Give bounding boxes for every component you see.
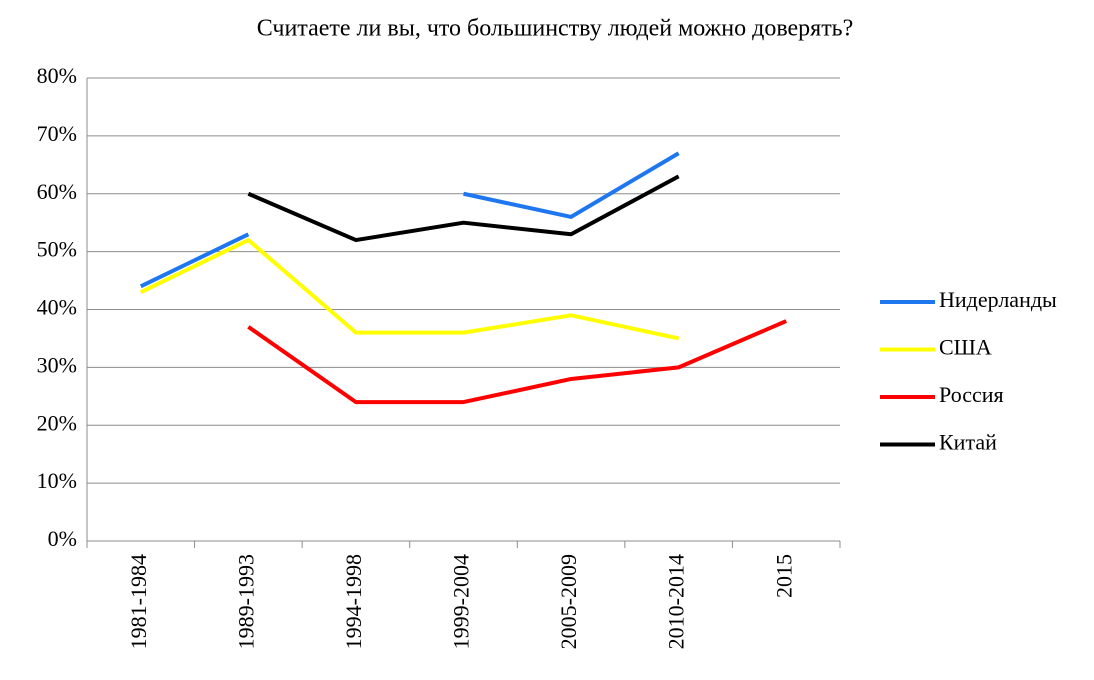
x-tick-label: 2010-2014: [664, 554, 689, 649]
series-line: [247, 174, 680, 243]
y-tick-label: 70%: [37, 121, 77, 146]
x-tick-label: 1981-1984: [126, 554, 151, 649]
y-tick-label: 50%: [37, 237, 77, 262]
legend-label: Нидерланды: [939, 287, 1057, 312]
series-line: [139, 151, 680, 289]
y-tick-label: 20%: [37, 410, 77, 435]
x-tick-label: 1994-1998: [341, 554, 366, 649]
x-tick-label: 2005-2009: [556, 554, 581, 649]
y-tick-label: 30%: [37, 352, 77, 377]
series-line: [247, 319, 788, 405]
y-tick-label: 10%: [37, 468, 77, 493]
chart-title: Считаете ли вы, что большинству людей мо…: [257, 16, 854, 42]
series-line: [139, 238, 680, 341]
y-tick-label: 40%: [37, 295, 77, 320]
y-tick-label: 60%: [37, 179, 77, 204]
legend-label: США: [939, 335, 992, 360]
y-tick-label: 0%: [48, 526, 77, 551]
y-tick-label: 80%: [37, 63, 77, 88]
legend-label: Китай: [939, 430, 997, 455]
x-tick-label: 1989-1993: [233, 554, 258, 649]
x-tick-label: 1999-2004: [449, 554, 474, 649]
legend-label: Россия: [939, 382, 1004, 407]
x-tick-label: 2015: [771, 554, 796, 598]
